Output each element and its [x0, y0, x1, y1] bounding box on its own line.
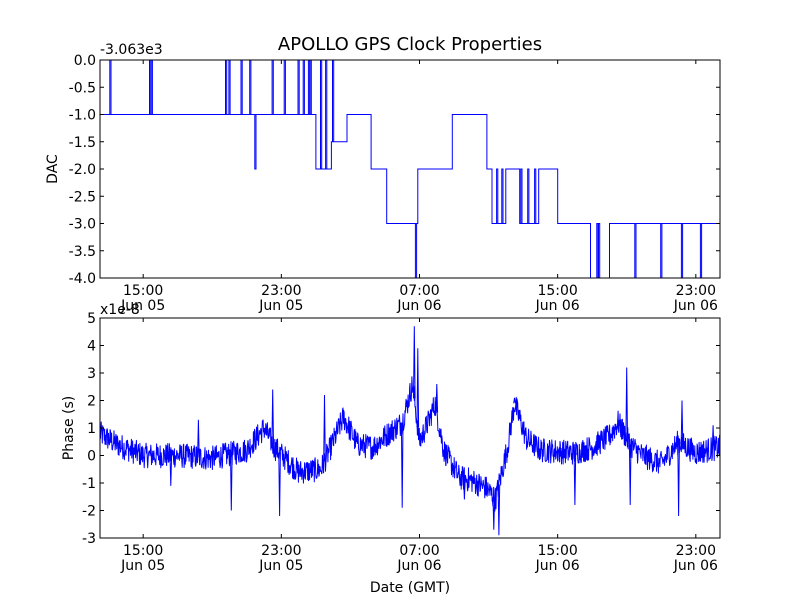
- phase-peak: [197, 419, 200, 458]
- phase-peak: [413, 326, 416, 399]
- ytick-label: -2.5: [69, 189, 96, 205]
- phase-peak: [323, 394, 326, 462]
- ytick-label: 5: [87, 311, 96, 327]
- ytick-label: -2.0: [69, 162, 96, 178]
- phase-peak: [271, 389, 274, 445]
- phase-peak: [230, 453, 233, 511]
- ytick-label: 0.0: [74, 53, 96, 69]
- dac-spike: [598, 223, 601, 278]
- ytick-label: -1.0: [69, 108, 96, 124]
- dac-panel: 0.0 -0.5 -1.0 -1.5 -2.0 -2.5 -3.0 -3.5 -4.0 15:0…: [45, 42, 721, 314]
- dac-spike: [254, 114, 257, 170]
- dac-spike: [501, 168, 504, 224]
- xtick-time-label: 07:00: [399, 543, 439, 559]
- ytick-label: -4.0: [69, 271, 96, 287]
- xtick-date-label: Jun 05: [120, 298, 165, 314]
- xtick-date-label: Jun 06: [535, 298, 580, 314]
- phase-peak: [625, 367, 628, 439]
- xtick-date-label: Jun 06: [673, 298, 718, 314]
- phase-peak: [492, 497, 496, 530]
- dac-ylabel: DAC: [45, 154, 61, 184]
- ytick-label: -3.5: [69, 244, 96, 260]
- phase-peak: [497, 484, 501, 536]
- ytick-label: 1: [87, 421, 96, 437]
- phase-peak: [278, 452, 281, 517]
- phase-yticks: -3 -2 -1 0 1 2 3 4 5: [82, 311, 720, 547]
- xtick-time-label: 23:00: [261, 283, 301, 299]
- phase-offset-label: x1e-8: [100, 302, 140, 318]
- xtick-time-label: 23:00: [676, 283, 716, 299]
- figure-title: APOLLO GPS Clock Properties: [278, 34, 542, 55]
- phase-peak: [677, 441, 680, 517]
- dac-step-line: [100, 114, 720, 279]
- xtick-time-label: 15:00: [123, 283, 163, 299]
- xtick-date-label: Jun 06: [396, 558, 441, 574]
- ytick-label: -3: [82, 531, 96, 547]
- phase-peak: [169, 455, 173, 486]
- ytick-label: -3.0: [69, 217, 96, 233]
- xtick-date-label: Jun 06: [673, 558, 718, 574]
- phase-peak: [711, 425, 715, 449]
- phase-ylabel: Phase (s): [61, 396, 77, 460]
- xtick-time-label: 15:00: [537, 543, 577, 559]
- ytick-label: -1.5: [69, 135, 96, 151]
- ytick-label: 4: [87, 339, 96, 355]
- dac-plot-background: [100, 60, 720, 278]
- ytick-label: 2: [87, 394, 96, 410]
- ytick-label: 3: [87, 366, 96, 382]
- dac-spike: [496, 168, 499, 224]
- dac-spike: [534, 168, 537, 224]
- xtick-time-label: 15:00: [123, 543, 163, 559]
- dac-yticks: 0.0 -0.5 -1.0 -1.5 -2.0 -2.5 -3.0 -3.5 -4.0: [69, 53, 720, 287]
- phase-peak: [400, 422, 404, 508]
- xtick-time-label: 15:00: [537, 283, 577, 299]
- phase-peak: [435, 383, 439, 413]
- phase-xlabel: Date (GMT): [370, 580, 450, 596]
- xtick-date-label: Jun 05: [258, 298, 303, 314]
- phase-peak: [463, 478, 466, 500]
- ytick-label: -1: [82, 476, 96, 492]
- ytick-label: -2: [82, 504, 96, 520]
- phase-peak: [628, 444, 632, 506]
- xtick-date-label: Jun 05: [120, 558, 165, 574]
- phase-peak: [680, 400, 684, 445]
- xtick-time-label: 23:00: [261, 543, 301, 559]
- ytick-label: 0: [87, 449, 96, 465]
- xtick-date-label: Jun 06: [535, 558, 580, 574]
- phase-series-group: [99, 326, 721, 536]
- phase-line: [99, 376, 721, 512]
- xtick-time-label: 23:00: [676, 543, 716, 559]
- dac-spike: [520, 168, 523, 224]
- xtick-date-label: Jun 05: [258, 558, 303, 574]
- phase-peak: [573, 452, 577, 506]
- phase-peak: [513, 397, 516, 404]
- xtick-date-label: Jun 06: [396, 298, 441, 314]
- ytick-label: -0.5: [69, 80, 96, 96]
- phase-peak: [416, 348, 420, 428]
- xtick-time-label: 07:00: [399, 283, 439, 299]
- dac-spike: [527, 168, 530, 224]
- dac-offset-label: -3.063e3: [100, 42, 163, 58]
